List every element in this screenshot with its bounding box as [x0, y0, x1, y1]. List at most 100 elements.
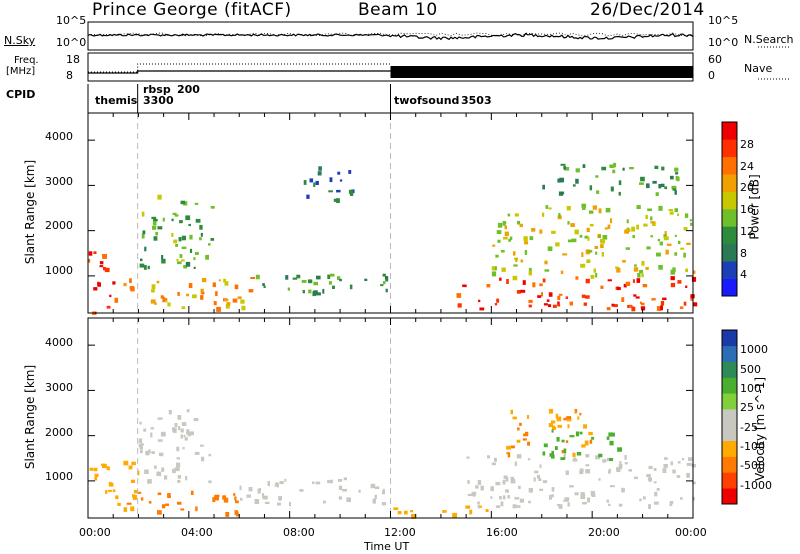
velocity-colorbar-frame	[721, 329, 738, 505]
power-cell	[513, 264, 518, 267]
velocity-cell	[543, 443, 548, 448]
velocity-cell	[514, 461, 518, 467]
power-cell	[609, 164, 615, 168]
velocity-cell	[329, 479, 333, 484]
velocity-cell	[477, 501, 480, 505]
power-cell	[382, 273, 386, 277]
velocity-cell	[606, 499, 609, 503]
power-cell	[524, 250, 528, 255]
velocity-cell	[239, 485, 242, 491]
power-cell	[633, 294, 637, 297]
power-cell	[551, 230, 556, 234]
velocity-cell	[621, 487, 625, 493]
y-tick-label: 1000	[45, 264, 73, 277]
velocity-cell	[616, 467, 621, 473]
velocity-cell	[485, 509, 489, 512]
velocity-cell	[502, 495, 506, 500]
power-cell	[456, 293, 462, 298]
power-cell	[500, 250, 505, 253]
power-cell	[216, 306, 221, 312]
power-cell	[241, 305, 246, 311]
power-cell	[364, 278, 368, 281]
power-colorbar-swatch	[722, 243, 737, 262]
power-cell	[519, 223, 523, 228]
noise-right-tick-top: 10^5	[708, 14, 739, 27]
power-cell	[491, 271, 497, 277]
power-cell	[316, 275, 321, 280]
power-cell	[670, 276, 675, 281]
velocity-cell	[235, 500, 239, 504]
velocity-cell	[510, 445, 515, 449]
velocity-cell	[595, 455, 600, 460]
velocity-cell	[178, 426, 181, 431]
velocity-cell	[190, 490, 194, 495]
velocity-cell	[669, 501, 673, 507]
velocity-cell	[503, 475, 508, 479]
power-cell	[178, 237, 182, 242]
power-cell	[141, 211, 145, 217]
velocity-cell	[556, 416, 562, 422]
velocity-cell	[161, 467, 165, 472]
power-cell	[560, 163, 566, 166]
cpid-entry-id: 3300	[143, 94, 174, 107]
noise-left-tick-bottom: 10^0	[56, 36, 87, 49]
power-cell	[333, 198, 337, 202]
power-cell	[575, 276, 579, 280]
velocity-cell	[193, 418, 199, 422]
power-cell	[193, 257, 196, 261]
power-cell	[322, 288, 325, 294]
velocity-cell	[338, 485, 343, 490]
velocity-cell	[505, 489, 509, 493]
power-cell	[547, 304, 552, 308]
velocity-cell	[585, 454, 590, 458]
power-cell	[532, 282, 536, 288]
velocity-cell	[579, 468, 584, 473]
power-cell	[581, 294, 586, 298]
power-cell	[151, 284, 156, 290]
power-cell	[622, 260, 626, 263]
freq-unit-label: [MHz]	[6, 66, 36, 77]
velocity-cell	[466, 456, 470, 459]
power-cell	[641, 273, 644, 278]
power-colorbar-tick: 16	[740, 203, 754, 216]
velocity-cell	[177, 475, 182, 479]
velocity-cell	[536, 474, 541, 479]
power-cell	[208, 243, 211, 246]
power-cell	[88, 251, 93, 256]
velocity-cell	[112, 489, 116, 493]
power-cell	[160, 295, 164, 299]
power-cell	[502, 221, 506, 226]
power-cell	[586, 259, 591, 263]
power-cell	[671, 185, 677, 189]
velocity-cell	[174, 423, 178, 428]
nave-label: Nave	[744, 62, 773, 75]
velocity-cell	[254, 499, 260, 504]
power-cell	[88, 258, 91, 263]
velocity-cell	[552, 427, 557, 430]
velocity-cell	[338, 479, 343, 482]
power-cell	[674, 208, 678, 213]
velocity-cell	[618, 464, 623, 468]
power-cell	[637, 272, 641, 278]
power-cell	[155, 231, 159, 236]
velocity-cell	[93, 467, 98, 472]
power-cell	[633, 267, 639, 272]
y-tick-label: 3000	[45, 175, 73, 188]
power-cell	[589, 223, 594, 227]
power-cell	[528, 270, 532, 276]
velocity-cell	[452, 512, 457, 518]
power-cell	[161, 255, 164, 260]
power-cell	[557, 295, 561, 300]
power-cell	[634, 264, 637, 267]
power-cell	[652, 221, 656, 226]
power-cell	[200, 295, 204, 300]
power-cell	[93, 251, 97, 254]
velocity-cell	[89, 467, 94, 471]
power-cell	[181, 246, 187, 249]
power-cell	[683, 227, 688, 231]
power-cell	[548, 207, 552, 210]
x-axis-title: Time UT	[364, 540, 410, 553]
velocity-cell	[148, 501, 152, 504]
power-cell	[552, 304, 557, 308]
power-cell	[595, 272, 598, 278]
